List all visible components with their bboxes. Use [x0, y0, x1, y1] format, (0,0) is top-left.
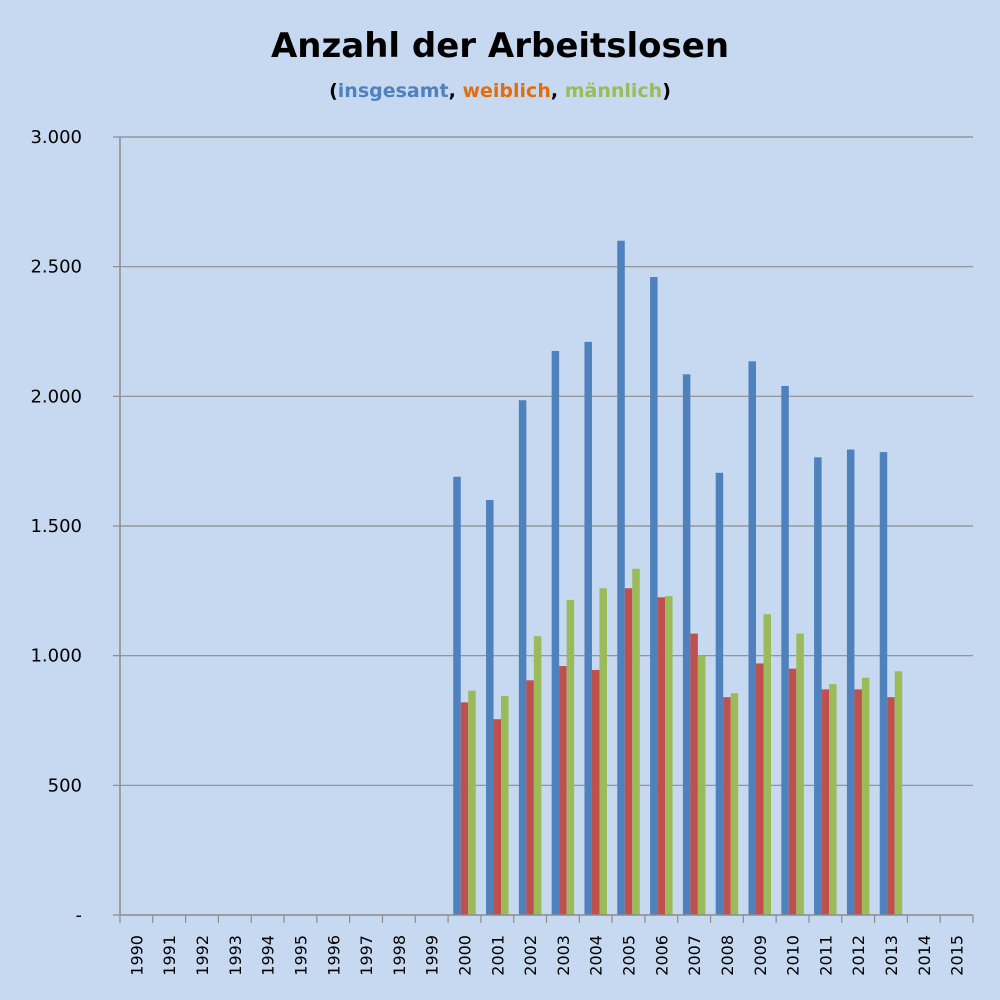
bar-insgesamt-2013	[879, 452, 888, 915]
bar-weiblich-2008	[723, 697, 731, 915]
x-tick-label-2011: 2011	[816, 935, 835, 976]
x-tick-label-1995: 1995	[291, 935, 310, 976]
bar-weiblich-2004	[591, 669, 600, 915]
bar-männlich-2001	[501, 695, 509, 915]
bar-insgesamt-2009	[748, 361, 756, 915]
y-tick-label-3: 1.500	[30, 516, 82, 537]
x-tick-label-1999: 1999	[423, 935, 442, 976]
chart-subtitle: (insgesamt, weiblich, männlich)	[0, 80, 1000, 102]
bar-männlich-2003	[566, 599, 575, 915]
x-tick-label-2008: 2008	[718, 935, 737, 976]
x-tick-label-2014: 2014	[915, 935, 934, 976]
bar-weiblich-2013	[887, 697, 895, 915]
bar-insgesamt-2004	[584, 341, 592, 916]
bar-weiblich-2000	[460, 702, 469, 915]
subtitle-open-paren: (	[329, 80, 338, 102]
x-tick-label-1993: 1993	[226, 935, 245, 976]
x-tick-label-2009: 2009	[751, 935, 770, 976]
bar-männlich-2008	[730, 693, 739, 915]
x-tick-label-2003: 2003	[554, 935, 573, 976]
bar-männlich-2002	[533, 636, 542, 915]
x-tick-label-1998: 1998	[390, 935, 409, 976]
subtitle-insgesamt: insgesamt	[337, 80, 449, 102]
bar-männlich-2006	[665, 596, 673, 915]
bar-insgesamt-2001	[486, 500, 494, 915]
chart-title: Anzahl der Arbeitslosen	[270, 26, 730, 66]
bar-weiblich-2012	[854, 689, 862, 915]
bar-insgesamt-2002	[518, 400, 527, 915]
subtitle-separator-1: ,	[448, 80, 463, 102]
y-tick-label-5: 2.500	[30, 257, 82, 278]
bar-insgesamt-2005	[617, 240, 625, 915]
bar-männlich-2000	[468, 690, 476, 915]
bar-insgesamt-2007	[682, 374, 691, 915]
x-tick-label-2007: 2007	[685, 935, 704, 976]
subtitle-close-paren: )	[662, 80, 671, 102]
x-tick-label-2006: 2006	[652, 935, 671, 976]
y-tick-label-0: -	[76, 905, 83, 926]
bar-weiblich-2001	[493, 719, 502, 915]
x-tick-label-1991: 1991	[160, 935, 179, 976]
bars	[453, 240, 903, 916]
bar-weiblich-2009	[756, 663, 764, 915]
bar-insgesamt-2008	[715, 472, 724, 915]
bar-insgesamt-2006	[650, 277, 658, 915]
bar-weiblich-2010	[788, 668, 797, 915]
bar-männlich-2012	[861, 677, 870, 915]
subtitle-weiblich: weiblich	[462, 80, 551, 102]
bar-insgesamt-2000	[453, 476, 461, 915]
x-tick-label-1994: 1994	[259, 935, 278, 976]
bar-männlich-2010	[796, 633, 804, 915]
gridlines	[120, 136, 973, 786]
x-tick-label-1990: 1990	[127, 935, 146, 976]
bar-männlich-2007	[697, 655, 706, 915]
bar-männlich-2013	[894, 671, 903, 915]
x-tick-label-2004: 2004	[587, 935, 606, 976]
x-tick-label-2010: 2010	[784, 935, 803, 976]
x-tick-label-2015: 2015	[948, 935, 967, 976]
y-tick-label-6: 3.000	[30, 127, 82, 148]
bar-insgesamt-2010	[781, 385, 789, 916]
x-tick-label-1996: 1996	[324, 935, 343, 976]
bar-insgesamt-2012	[846, 449, 855, 915]
x-tick-label-2001: 2001	[488, 935, 507, 976]
x-tick-label-2000: 2000	[455, 935, 474, 976]
axes	[113, 136, 974, 923]
x-tick-label-1997: 1997	[357, 935, 376, 976]
y-tick-label-2: 1.000	[30, 646, 82, 667]
bar-insgesamt-2011	[814, 457, 822, 915]
subtitle-separator-2: ,	[550, 80, 565, 102]
bar-weiblich-2011	[821, 689, 830, 915]
x-tick-label-2005: 2005	[620, 935, 639, 976]
y-tick-label-4: 2.000	[30, 386, 82, 407]
x-tick-label-1992: 1992	[193, 935, 212, 976]
bar-weiblich-2003	[559, 666, 567, 915]
bar-männlich-2005	[632, 568, 640, 915]
bar-weiblich-2006	[657, 597, 666, 915]
bar-weiblich-2005	[624, 588, 633, 915]
bar-männlich-2004	[599, 588, 607, 915]
tick-labels: - 500 1.000 1.500 2.000 2.500 3.000 1990 1991 199…	[30, 127, 966, 976]
x-tick-label-2002: 2002	[521, 935, 540, 976]
x-tick-label-2013: 2013	[882, 935, 901, 976]
bar-weiblich-2007	[690, 633, 698, 915]
bar-männlich-2009	[763, 614, 771, 915]
subtitle-maennlich: männlich	[564, 80, 663, 102]
bar-weiblich-2002	[526, 680, 534, 915]
bar-männlich-2011	[829, 684, 837, 915]
bar-insgesamt-2003	[551, 350, 560, 915]
x-tick-label-2012: 2012	[849, 935, 868, 976]
y-tick-label-1: 500	[48, 775, 82, 796]
